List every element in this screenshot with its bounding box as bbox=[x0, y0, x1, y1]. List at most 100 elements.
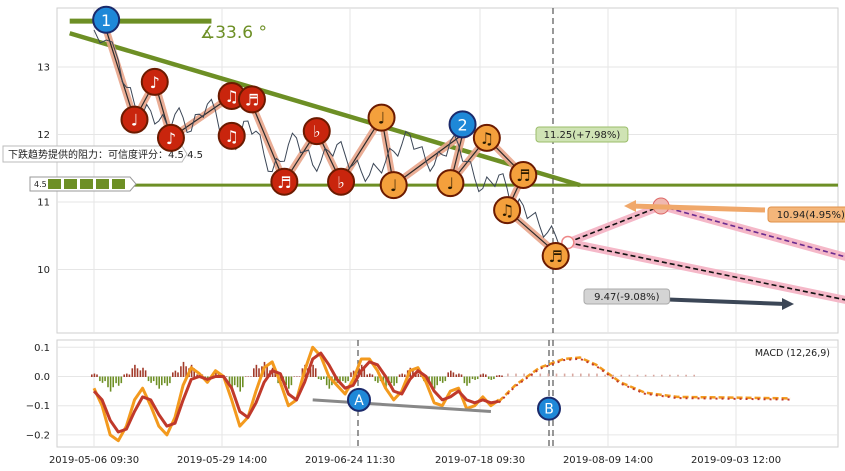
macd-forecast-bar bbox=[644, 374, 647, 377]
macd-forecast-bar bbox=[628, 374, 631, 377]
forecast-line bbox=[660, 205, 845, 258]
badge-glyph: ♩ bbox=[390, 176, 398, 195]
macd-histogram-bar bbox=[342, 376, 344, 382]
macd-dea-line bbox=[92, 351, 500, 434]
note-badge: ♪ bbox=[140, 67, 169, 96]
badge-glyph: ♭ bbox=[337, 173, 345, 192]
arrow-low-head bbox=[782, 298, 794, 310]
macd-histogram-bar bbox=[366, 374, 368, 377]
macd-histogram-bar bbox=[112, 376, 114, 388]
macd-histogram-bar bbox=[247, 376, 250, 377]
macd-histogram-bar bbox=[96, 374, 98, 377]
price-line bbox=[93, 29, 565, 249]
badge-glyph: ♫ bbox=[500, 201, 514, 220]
macd-histogram-bar bbox=[363, 368, 366, 377]
macd-histogram-bar bbox=[377, 376, 379, 383]
badge-glyph: ♩ bbox=[378, 109, 386, 128]
macd-histogram-bar bbox=[180, 366, 182, 377]
badge-circle bbox=[379, 171, 408, 200]
macd-histogram-bar bbox=[161, 376, 163, 386]
macd-forecast-bar bbox=[612, 374, 614, 377]
macd-histogram-bar bbox=[215, 370, 217, 377]
macd-forecast-bar bbox=[507, 373, 509, 377]
macd-histogram-bar bbox=[190, 364, 193, 377]
macd-histogram-bar bbox=[182, 361, 185, 377]
badge-glyph: ♬ bbox=[245, 90, 259, 109]
badge-glyph: ♪ bbox=[166, 129, 176, 148]
macd-histogram-bar bbox=[155, 376, 158, 386]
badge-circle bbox=[436, 169, 465, 198]
macd-histogram-bar bbox=[476, 376, 479, 380]
macd-histogram-bar bbox=[274, 370, 276, 377]
badge-glyph: ♪ bbox=[150, 73, 160, 92]
macd-histogram-bar bbox=[233, 376, 236, 386]
badge-circle bbox=[302, 117, 331, 146]
macd-histogram-bar bbox=[487, 376, 490, 380]
price-y-tick: 12 bbox=[37, 130, 50, 141]
macd-histogram-bar bbox=[99, 376, 101, 382]
resistance-trendline bbox=[69, 31, 581, 188]
macd-histogram-bar bbox=[288, 376, 290, 389]
macd-histogram-bar bbox=[395, 376, 398, 384]
macd-histogram-bar bbox=[242, 376, 244, 388]
note-badge: ♪ bbox=[156, 123, 185, 152]
macd-histogram-bar bbox=[317, 376, 320, 380]
badge-glyph: ♩ bbox=[131, 111, 139, 130]
macd-histogram-bar bbox=[433, 376, 436, 389]
price-y-tick: 11 bbox=[37, 198, 50, 209]
macd-histogram-bar bbox=[301, 368, 304, 377]
macd-histogram-bar bbox=[441, 376, 444, 383]
macd-histogram-bar bbox=[285, 376, 287, 386]
macd-histogram-bar bbox=[471, 376, 474, 380]
macd-histogram-bar bbox=[309, 368, 312, 377]
macd-histogram-bar bbox=[142, 367, 144, 377]
macd-histogram-bar bbox=[350, 372, 352, 377]
note-badge: ♩ bbox=[120, 105, 149, 134]
macd-histogram-bar bbox=[174, 370, 177, 377]
macd-histogram-bar bbox=[401, 373, 403, 377]
macd-histogram-bar bbox=[458, 373, 460, 377]
macd-histogram-bar bbox=[352, 370, 355, 377]
macd-y-tick: 0.0 bbox=[34, 372, 50, 383]
macd-histogram-bar bbox=[468, 376, 471, 384]
badge-glyph: 1 bbox=[101, 11, 111, 30]
macd-forecast-bar bbox=[620, 374, 623, 377]
badge-glyph: ♩ bbox=[447, 174, 455, 193]
badge-circle bbox=[270, 167, 299, 196]
macd-histogram-bar bbox=[126, 373, 128, 377]
note-badge: ♫ bbox=[217, 82, 246, 111]
macd-histogram-bar bbox=[236, 376, 239, 388]
macd-forecast-line-a bbox=[498, 356, 791, 403]
macd-histogram-bar bbox=[163, 376, 166, 384]
score-bar bbox=[64, 179, 77, 189]
score-bar bbox=[96, 179, 109, 189]
badge-circle bbox=[541, 242, 570, 270]
macd-forecast-bar bbox=[523, 373, 525, 377]
badge-circle bbox=[237, 85, 266, 114]
macd-histogram-bar bbox=[393, 376, 395, 386]
note-badge: ♫ bbox=[217, 121, 246, 150]
macd-histogram-bar bbox=[493, 376, 495, 380]
badge-circle bbox=[367, 103, 396, 132]
macd-forecast-bar bbox=[685, 374, 687, 377]
macd-histogram-bar bbox=[296, 376, 298, 377]
score-bar bbox=[112, 179, 125, 189]
macd-histogram-bar bbox=[485, 374, 487, 377]
x-tick-label: 2019-07-18 09:30 bbox=[435, 455, 525, 466]
macd-histogram-bar bbox=[374, 376, 377, 382]
macd-histogram-bar bbox=[417, 373, 420, 377]
target-up-label: 11.25(+7.98%) bbox=[544, 130, 621, 141]
macd-histogram-bar bbox=[431, 376, 433, 386]
macd-histogram-bar bbox=[369, 373, 371, 377]
macd-histogram-bar bbox=[104, 376, 106, 382]
badge-circle bbox=[120, 105, 149, 134]
target-mid-label-bg bbox=[767, 206, 845, 223]
x-tick-label: 2019-09-03 12:00 bbox=[691, 455, 781, 466]
macd-histogram-bar bbox=[371, 374, 374, 377]
divergence-badge bbox=[347, 387, 371, 412]
macd-histogram-bar bbox=[131, 368, 134, 377]
macd-histogram-bar bbox=[228, 376, 231, 386]
macd-histogram-bar bbox=[258, 368, 260, 377]
